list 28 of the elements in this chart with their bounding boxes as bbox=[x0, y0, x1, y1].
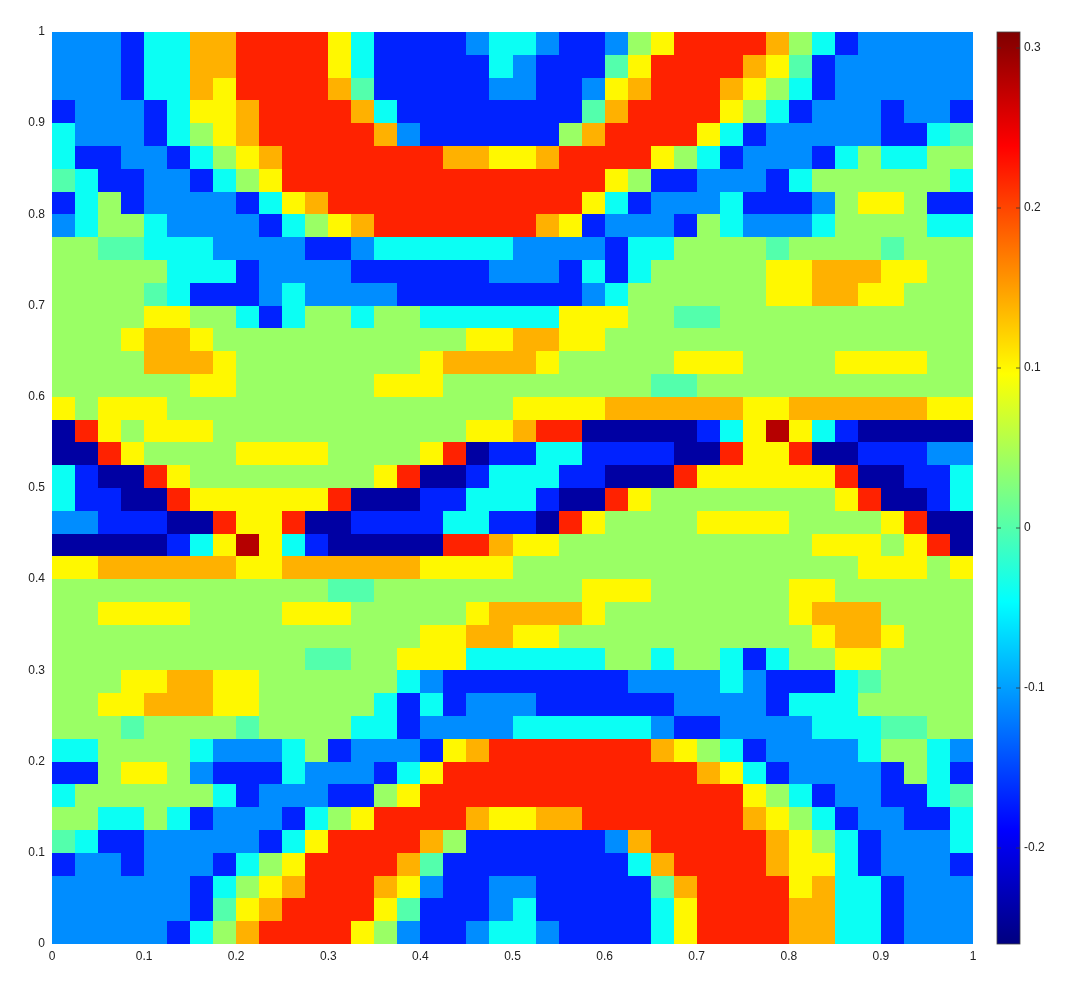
x-tick-label: 0.7 bbox=[688, 949, 706, 963]
y-tick-label: 1 bbox=[38, 24, 46, 39]
color-bar-label: -0.2 bbox=[1024, 840, 1045, 855]
color-bar-label: 0.1 bbox=[1024, 360, 1042, 375]
x-tick-label: 0 bbox=[48, 949, 56, 963]
color-bar-label: 0.3 bbox=[1024, 40, 1042, 55]
y-tick-label: 0.2 bbox=[28, 753, 46, 768]
color-bar-label: 0.2 bbox=[1024, 200, 1042, 215]
x-tick-label: 0.6 bbox=[596, 949, 614, 963]
y-tick-label: 0.7 bbox=[28, 297, 46, 312]
x-tick-label: 0.5 bbox=[504, 949, 522, 963]
x-tick-label: 0.2 bbox=[227, 949, 245, 963]
x-tick-label: 0.8 bbox=[780, 949, 798, 963]
y-tick-label: 0.1 bbox=[28, 844, 46, 859]
y-tick-label: 0.9 bbox=[28, 115, 46, 130]
y-tick-label: 0.4 bbox=[28, 571, 46, 586]
x-tick-label: 0.1 bbox=[135, 949, 153, 963]
x-tick-label: 0.3 bbox=[319, 949, 337, 963]
x-tick-label: 0.4 bbox=[412, 949, 430, 963]
y-tick-label: 0.5 bbox=[28, 480, 46, 495]
y-tick-label: 0.3 bbox=[28, 662, 46, 677]
y-tick-label: 0.6 bbox=[28, 388, 46, 403]
color-bar-label: -0.1 bbox=[1024, 680, 1045, 695]
x-tick-label: 1 bbox=[969, 949, 977, 963]
color-bar-label: 0 bbox=[1024, 520, 1031, 535]
y-tick-label: 0 bbox=[38, 936, 46, 951]
x-tick-label: 0.9 bbox=[872, 949, 890, 963]
y-tick-label: 0.8 bbox=[28, 206, 46, 221]
